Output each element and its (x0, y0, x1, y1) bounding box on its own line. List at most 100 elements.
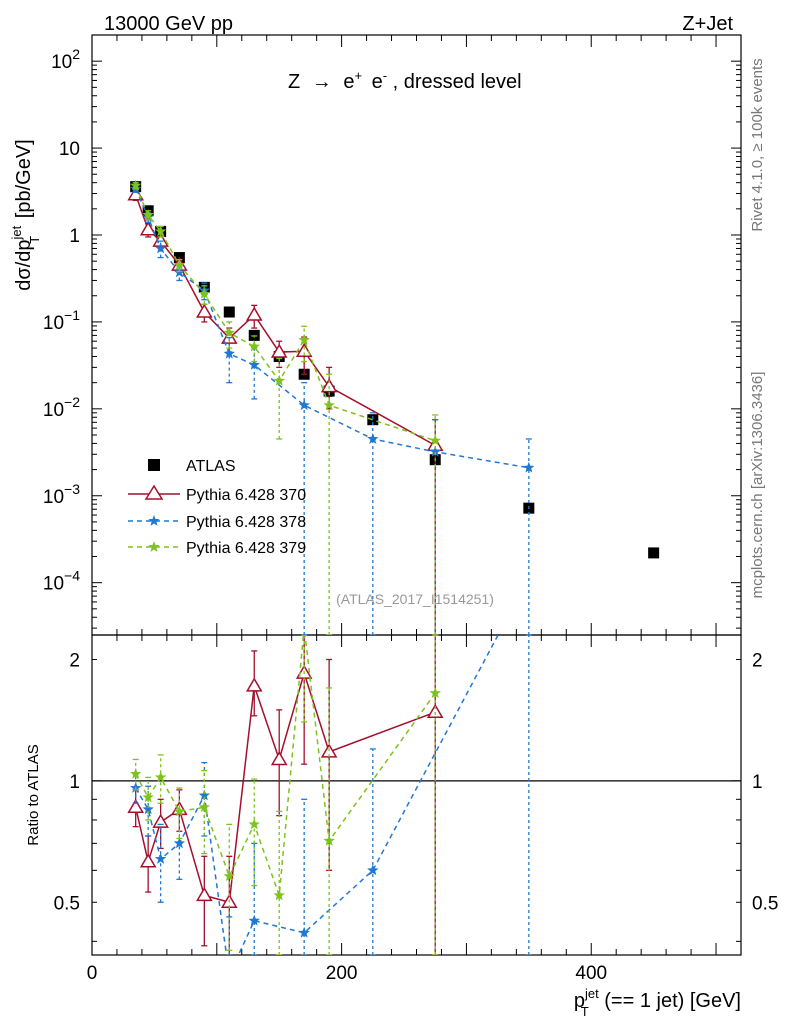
ratio-y-tick-label: 1 (69, 772, 80, 793)
legend-378-marker (148, 515, 160, 526)
main-point-atlas (223, 306, 235, 318)
main-point-p378 (298, 399, 310, 411)
main-y-tick-label: 10−2 (43, 394, 80, 421)
header-energy: 13000 GeV pp (104, 13, 233, 35)
legend-378-star-shape (148, 515, 160, 526)
ratio-point-p370 (245, 677, 263, 692)
ratio-point-p370 (270, 750, 288, 766)
main-point-p378 (154, 242, 167, 254)
main-point-p378 (429, 445, 441, 457)
ratio-axes: 0.5 0.5 1 1 2 2 0 200 400 (54, 635, 778, 984)
ratio-point-p379 (429, 687, 441, 699)
ratio-y-tick-label-right: 1 (752, 772, 763, 793)
main-point-p379 (273, 374, 285, 386)
mcplots-label: mcplots.cern.ch [arXiv:1306.3436] (749, 372, 766, 599)
legend-370-label: Pythia 6.428 370 (186, 487, 306, 504)
main-point-p370 (295, 342, 313, 357)
main-point-p379 (223, 326, 235, 338)
ratio-point-p379 (142, 791, 154, 803)
legend-378-label: Pythia 6.428 378 (186, 514, 306, 531)
ratio-point-p370 (196, 886, 213, 902)
main-y-tick-label: 10−4 (43, 568, 80, 595)
main-line-p370 (134, 194, 436, 447)
main-line-p378 (134, 188, 529, 469)
ratio-point-p378 (142, 803, 154, 815)
rivet-label: Rivet 4.1.0, ≥ 100k events (749, 58, 766, 231)
main-series-p379 (129, 179, 441, 635)
ratio-series (127, 635, 532, 980)
ratio-y-label: Ratio to ATLAS (25, 744, 42, 845)
ratio-y-tick-label-right: 0.5 (752, 893, 778, 914)
ratio-line-p379 (135, 635, 436, 896)
ratio-point-p379 (273, 889, 285, 901)
main-point-p379 (142, 208, 154, 220)
main-point-p378 (248, 358, 260, 370)
ratio-point-p370 (127, 798, 144, 814)
legend-379-marker (148, 541, 160, 552)
main-point-p379 (323, 399, 335, 411)
ratio-point-p379 (223, 870, 235, 882)
ratio-point-p370 (139, 853, 157, 868)
ratio-line-p378 (135, 635, 499, 955)
ratio-point-p378 (248, 914, 260, 926)
ratio-point-p379 (198, 801, 211, 813)
main-point-p370 (196, 303, 213, 318)
main-point-p378 (367, 432, 379, 444)
main-point-atlas (648, 547, 660, 559)
ratio-series-p378 (129, 635, 532, 980)
main-point-p379 (154, 225, 167, 237)
main-point-p379 (198, 287, 211, 299)
main-point-p370 (127, 186, 144, 201)
main-y-tick-label: 1 (69, 226, 80, 247)
ratio-point-p379 (173, 805, 186, 817)
x-tick-label: 0 (87, 963, 98, 984)
ratio-y-tick-label: 2 (69, 650, 80, 671)
main-y-tick-label: 10−3 (43, 481, 80, 508)
legend-atlas-marker (148, 459, 160, 471)
main-point-p378 (523, 461, 535, 473)
ratio-series-p379 (129, 635, 441, 955)
ratio-point-p378 (298, 926, 310, 938)
main-point-p378 (223, 347, 235, 359)
main-point-p370 (270, 343, 288, 358)
ratio-point-p370 (152, 813, 169, 828)
ratio-y-tick-label: 0.5 (54, 893, 80, 914)
ratio-point-p378 (367, 864, 379, 876)
ratio-point-p378 (154, 853, 167, 864)
legend-atlas-label: ATLAS (186, 458, 236, 475)
legend-379-label: Pythia 6.428 379 (186, 540, 306, 557)
ratio-point-p379 (129, 768, 142, 779)
main-point-p379 (298, 333, 310, 345)
ratio-point-p379 (323, 834, 335, 846)
ratio-y-tick-label-right: 2 (752, 650, 763, 671)
main-point-atlas (367, 414, 379, 426)
main-point-p379 (429, 434, 441, 446)
legend-379-star-shape (148, 541, 160, 552)
x-axis-label: pjet T (== 1 jet) [GeV] (574, 986, 741, 1019)
main-y-tick-label: 10 (59, 139, 80, 160)
main-point-p379 (248, 340, 260, 352)
main-point-p370 (320, 378, 338, 393)
main-point-p379 (173, 259, 186, 270)
ratio-panel-frame (91, 634, 742, 956)
main-point-p379 (129, 179, 142, 191)
main-line-p379 (134, 185, 436, 442)
ratio-point-p370 (426, 703, 444, 718)
main-y-label: dσ/dpjetT [pb/GeV] (9, 139, 42, 290)
ratio-point-p378 (198, 789, 211, 801)
main-point-p370 (139, 221, 157, 236)
main-axes: 102 10 1 10−1 10−2 10−3 10−4 (43, 34, 742, 635)
legend-370-marker (144, 484, 164, 500)
analysis-id: (ATLAS_2017_I1514251) (336, 591, 494, 607)
ratio-point-p378 (173, 837, 186, 849)
main-y-tick-label: 102 (51, 46, 80, 73)
plot-title: Z → e+ e- , dressed level (288, 63, 522, 93)
ratio-point-p378 (224, 969, 235, 980)
header-process: Z+Jet (682, 13, 733, 35)
ratio-series-p370 (127, 635, 444, 955)
main-series (127, 179, 660, 635)
legend: ATLAS Pythia 6.428 370 Pythia 6.428 378 … (128, 458, 306, 557)
main-y-tick-label: 10−1 (43, 307, 80, 334)
ratio-point-p379 (154, 771, 167, 783)
